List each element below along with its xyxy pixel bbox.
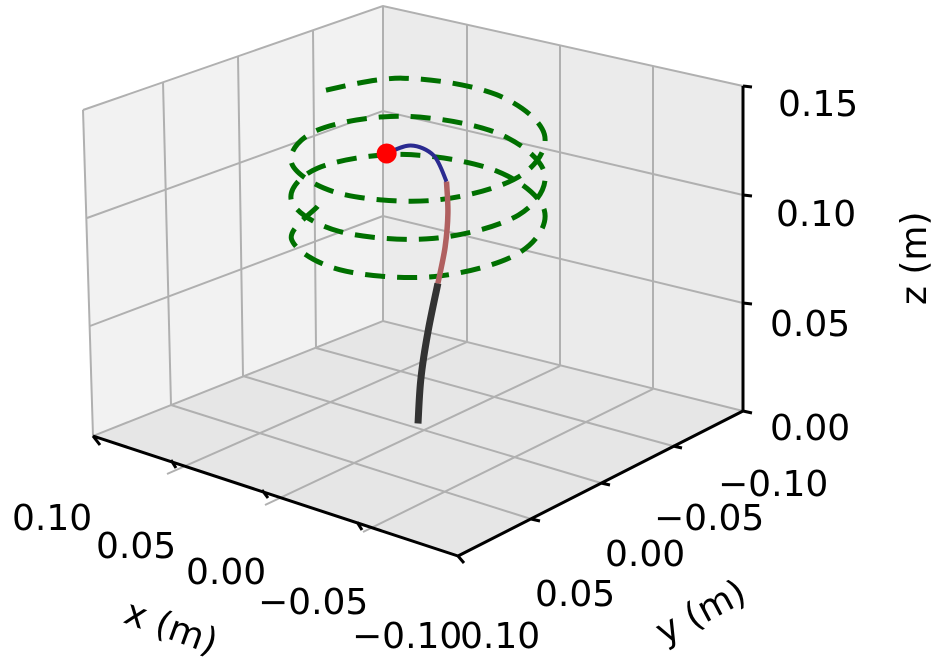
y-tick-label: −0.05 <box>654 498 764 539</box>
z-tick-label: 0.10 <box>776 194 856 235</box>
axis-ticks <box>91 84 753 564</box>
z-tick-label: 0.00 <box>770 408 850 449</box>
reference-helix-line <box>288 75 548 281</box>
tip-marker-point <box>376 143 397 164</box>
y-tick-label: 0.00 <box>605 534 685 575</box>
y-axis-label: y (m) <box>649 572 753 653</box>
y-axis-line <box>457 409 744 558</box>
x-tick-label: 0.05 <box>96 526 176 567</box>
x-axis-label: x (m) <box>119 592 223 663</box>
x-tick-label: −0.05 <box>258 582 368 623</box>
grid-lines <box>82 4 744 557</box>
x-tick-label: −0.10 <box>352 616 462 657</box>
y-tick-label: 0.05 <box>535 574 615 615</box>
data-layer <box>288 75 548 424</box>
segment-base-line <box>414 282 442 424</box>
y-tick-label: −0.10 <box>718 464 828 505</box>
y-tick-label: 0.10 <box>460 616 540 657</box>
z-tick-label: 0.05 <box>770 304 850 345</box>
x-tick-label: 0.10 <box>12 498 92 539</box>
z-tick-label: 0.15 <box>778 84 858 125</box>
x-tick-label: 0.00 <box>186 552 266 593</box>
segment-tip-line <box>385 143 449 183</box>
segment-middle-line <box>435 181 451 284</box>
z-axis-label: z (m) <box>894 212 935 306</box>
x-axis-line <box>92 434 459 558</box>
